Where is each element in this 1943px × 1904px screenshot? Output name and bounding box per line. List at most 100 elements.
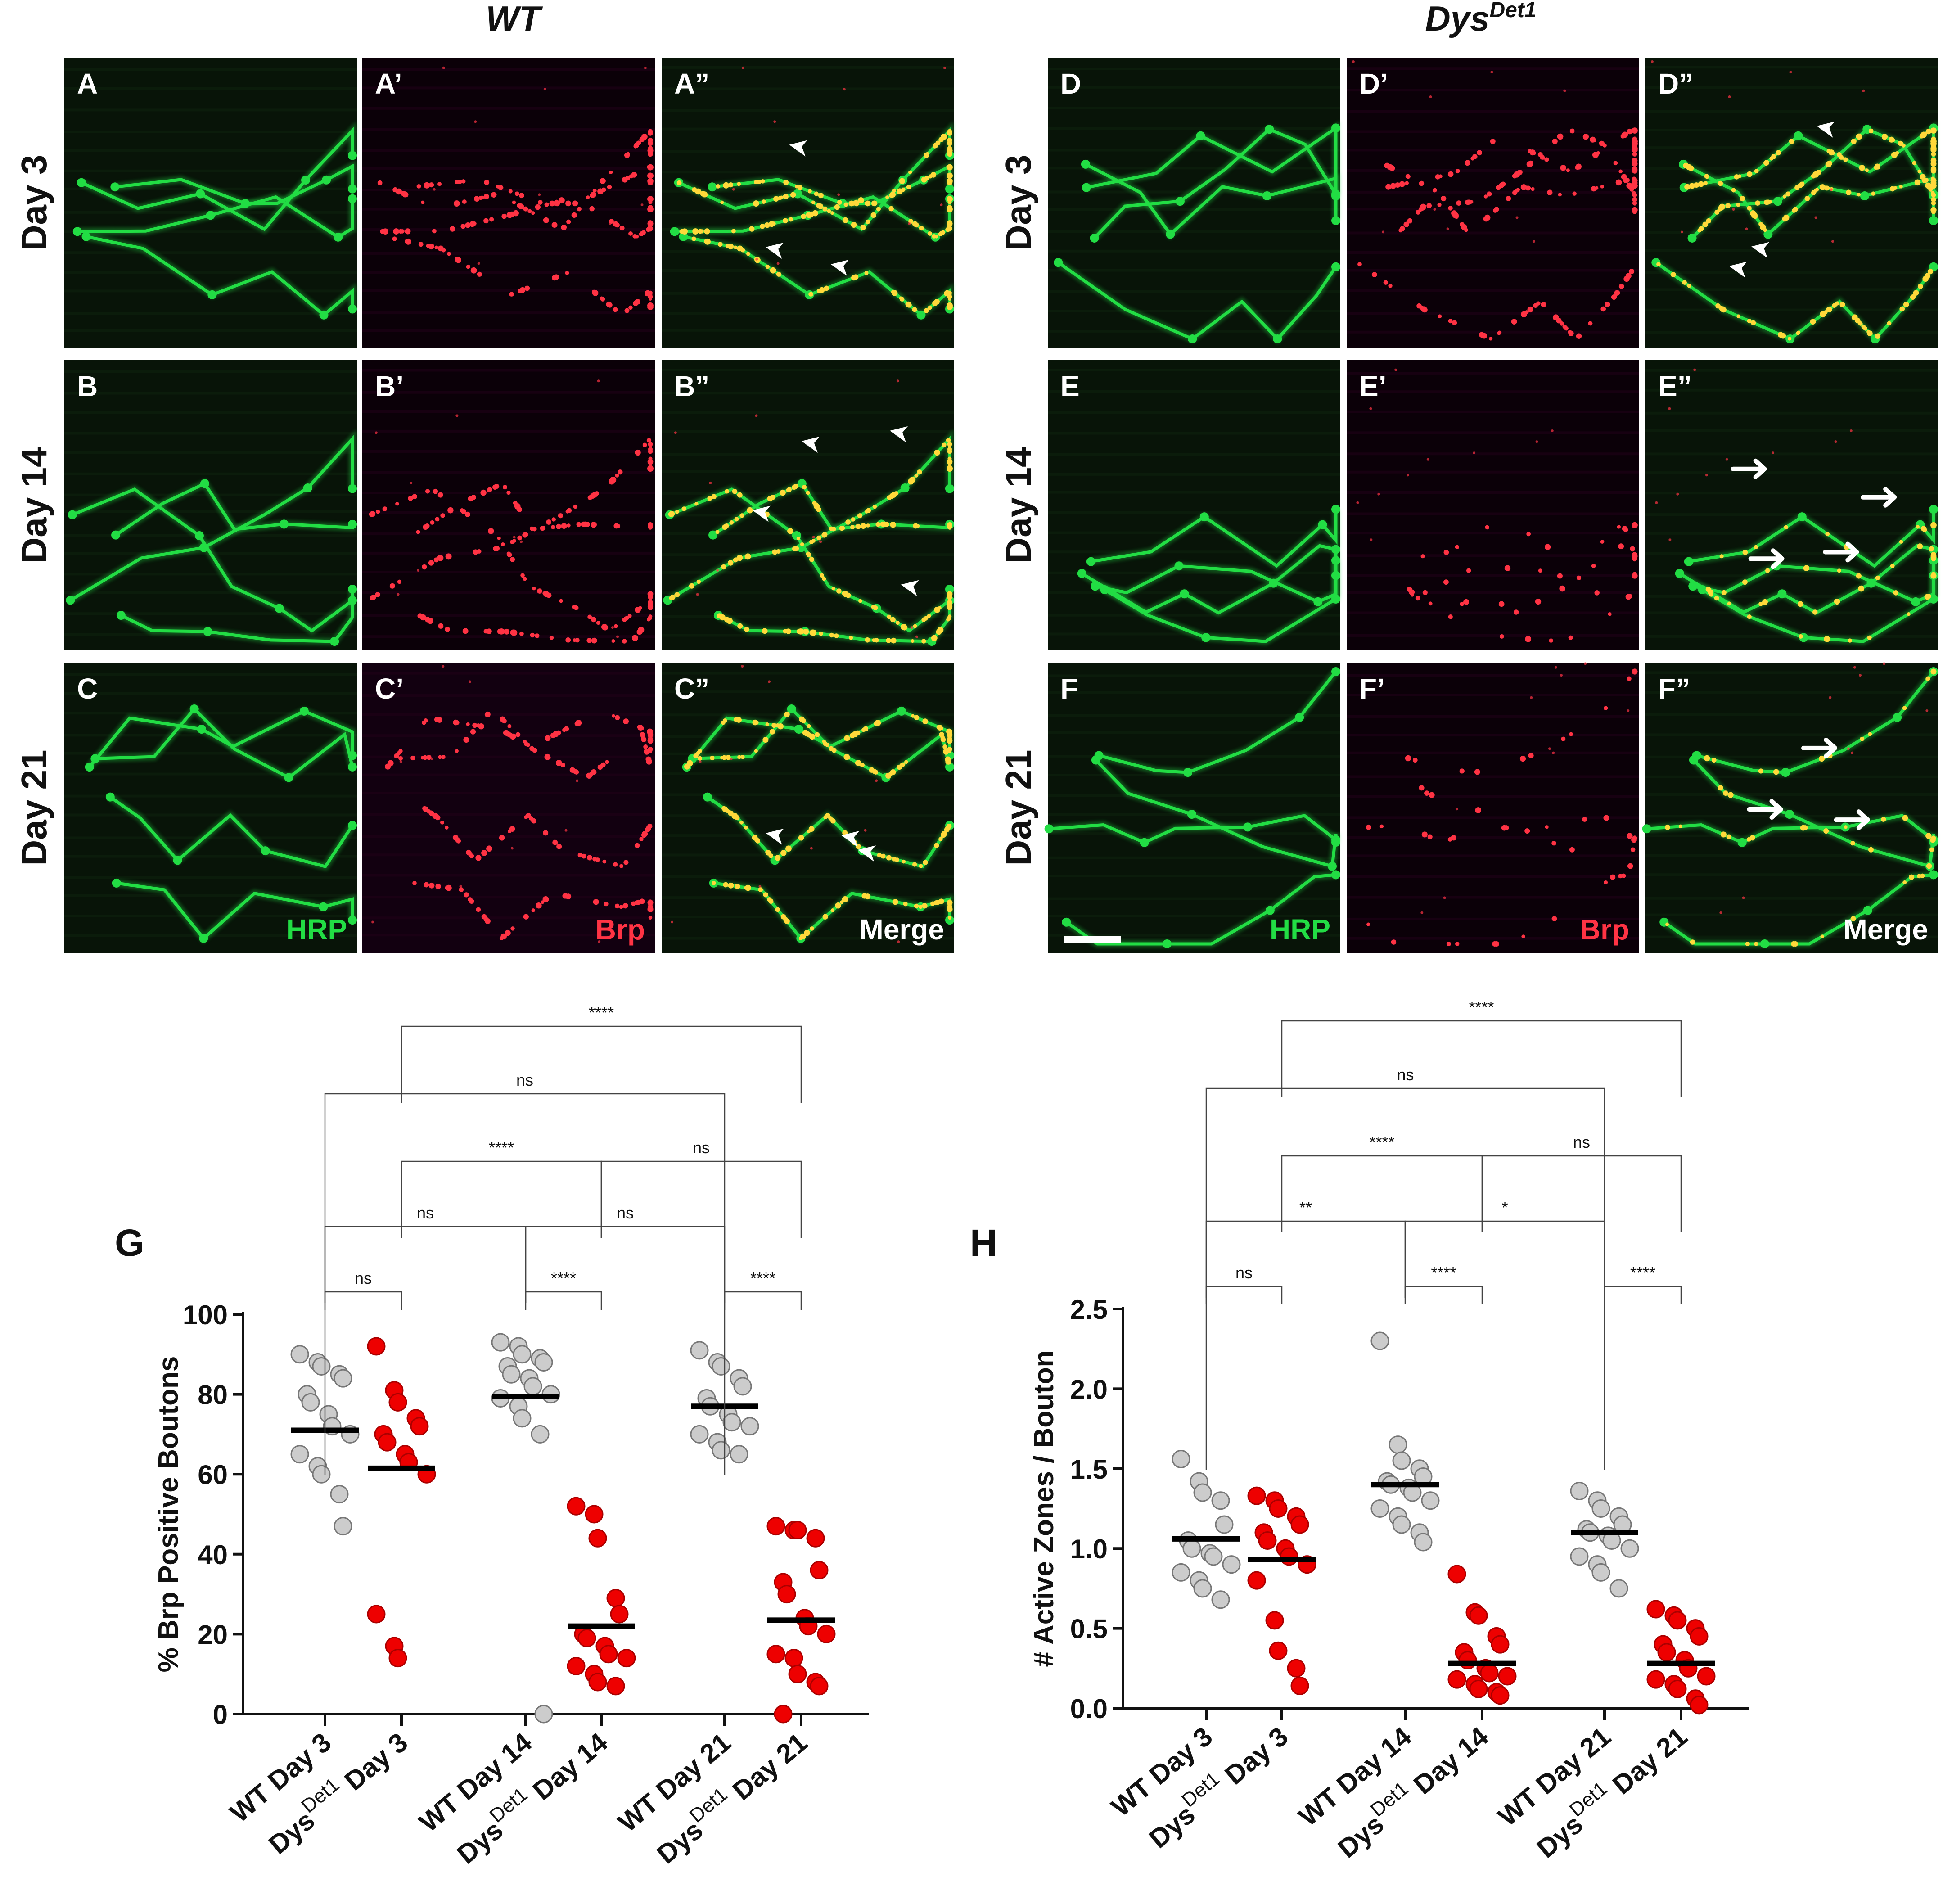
brp-punctum <box>843 830 847 835</box>
background-punctum <box>1862 89 1865 92</box>
genotype-header-wt: WT <box>486 0 543 38</box>
brp-punctum <box>575 638 580 643</box>
brp-punctum <box>1910 294 1916 300</box>
background-punctum <box>1530 696 1533 699</box>
brp-punctum <box>1511 319 1517 325</box>
data-point <box>1172 1450 1190 1469</box>
data-point <box>1392 1515 1411 1534</box>
bouton <box>319 310 329 320</box>
brp-punctum <box>573 200 578 206</box>
brp-punctum <box>625 308 630 313</box>
brp-punctum <box>1783 214 1790 221</box>
brp-punctum <box>1632 168 1638 174</box>
brp-punctum <box>576 522 582 527</box>
brp-punctum <box>469 898 474 904</box>
background-punctum <box>732 188 735 191</box>
neurite <box>1047 814 1338 844</box>
brp-punctum <box>830 211 834 215</box>
brp-punctum <box>1798 634 1803 639</box>
brp-punctum <box>405 239 410 244</box>
bouton <box>1044 824 1054 834</box>
brp-punctum <box>1843 157 1848 162</box>
brp-punctum <box>740 248 745 253</box>
brp-punctum <box>1856 133 1862 140</box>
brp-punctum <box>1448 319 1453 324</box>
brp-punctum <box>1785 191 1791 197</box>
brp-punctum <box>454 180 459 184</box>
brp-punctum <box>1474 769 1480 775</box>
brp-punctum <box>1405 755 1411 762</box>
brp-punctum <box>613 862 618 867</box>
bouton <box>1929 594 1938 604</box>
brp-punctum <box>561 225 567 230</box>
brp-punctum <box>1745 941 1750 947</box>
brp-punctum <box>1704 755 1710 762</box>
brp-punctum <box>418 242 424 247</box>
brp-punctum <box>822 740 826 744</box>
brp-punctum <box>453 719 459 726</box>
significance-bracket <box>1205 1087 1605 1470</box>
brp-punctum <box>1860 736 1865 741</box>
brp-punctum <box>1858 585 1864 592</box>
brp-punctum <box>721 755 727 760</box>
brp-punctum <box>1839 302 1845 307</box>
brp-punctum <box>1664 824 1670 830</box>
brp-punctum <box>523 576 527 581</box>
brp-punctum <box>491 192 497 198</box>
brp-punctum <box>947 906 953 911</box>
bouton <box>1313 597 1323 606</box>
brp-punctum <box>801 213 806 219</box>
significance-bracket <box>525 1291 602 1310</box>
bouton <box>1265 125 1274 134</box>
brp-punctum <box>429 182 434 188</box>
brp-punctum <box>899 178 905 184</box>
brp-punctum <box>1828 149 1835 156</box>
micrograph-panel-e: E <box>1048 360 1340 650</box>
brp-punctum <box>1856 573 1862 579</box>
panel-letter: A” <box>674 68 709 100</box>
brp-punctum <box>728 882 734 889</box>
brp-punctum <box>726 755 731 760</box>
brp-punctum <box>732 488 738 494</box>
arrowhead-icon <box>789 140 807 157</box>
bouton <box>261 846 270 856</box>
brp-punctum <box>754 749 758 753</box>
brp-punctum <box>648 137 653 143</box>
brp-punctum <box>1850 840 1855 846</box>
brp-punctum <box>875 522 881 527</box>
brp-punctum <box>537 200 543 205</box>
bouton <box>194 531 204 541</box>
brp-punctum <box>1371 272 1377 277</box>
brp-punctum <box>676 180 682 185</box>
brp-punctum <box>1490 139 1496 144</box>
brp-punctum <box>1914 179 1921 186</box>
brp-punctum <box>1506 196 1511 201</box>
brp-punctum <box>1514 609 1519 615</box>
bouton <box>206 211 215 220</box>
brp-punctum <box>628 305 633 310</box>
data-point <box>1211 1491 1230 1510</box>
brp-punctum <box>793 546 799 551</box>
brp-punctum <box>1552 139 1558 144</box>
brp-punctum <box>634 843 640 848</box>
brp-punctum <box>401 191 406 197</box>
brp-punctum <box>1568 330 1574 336</box>
brp-punctum <box>472 722 478 728</box>
brp-punctum <box>866 508 871 513</box>
brp-punctum <box>753 200 759 207</box>
brp-punctum <box>1455 545 1460 550</box>
data-point <box>810 1677 829 1696</box>
brp-punctum <box>1826 306 1832 313</box>
background-punctum <box>709 481 712 484</box>
brp-punctum <box>647 226 653 232</box>
brp-punctum <box>1600 306 1606 312</box>
brp-punctum <box>1851 139 1857 144</box>
brp-punctum <box>606 301 612 307</box>
brp-punctum <box>1403 221 1409 227</box>
brp-punctum <box>455 749 459 753</box>
bouton <box>207 290 217 299</box>
brp-punctum <box>529 816 534 821</box>
brp-punctum <box>1572 191 1577 196</box>
brp-punctum <box>565 200 571 207</box>
brp-punctum <box>872 200 878 206</box>
